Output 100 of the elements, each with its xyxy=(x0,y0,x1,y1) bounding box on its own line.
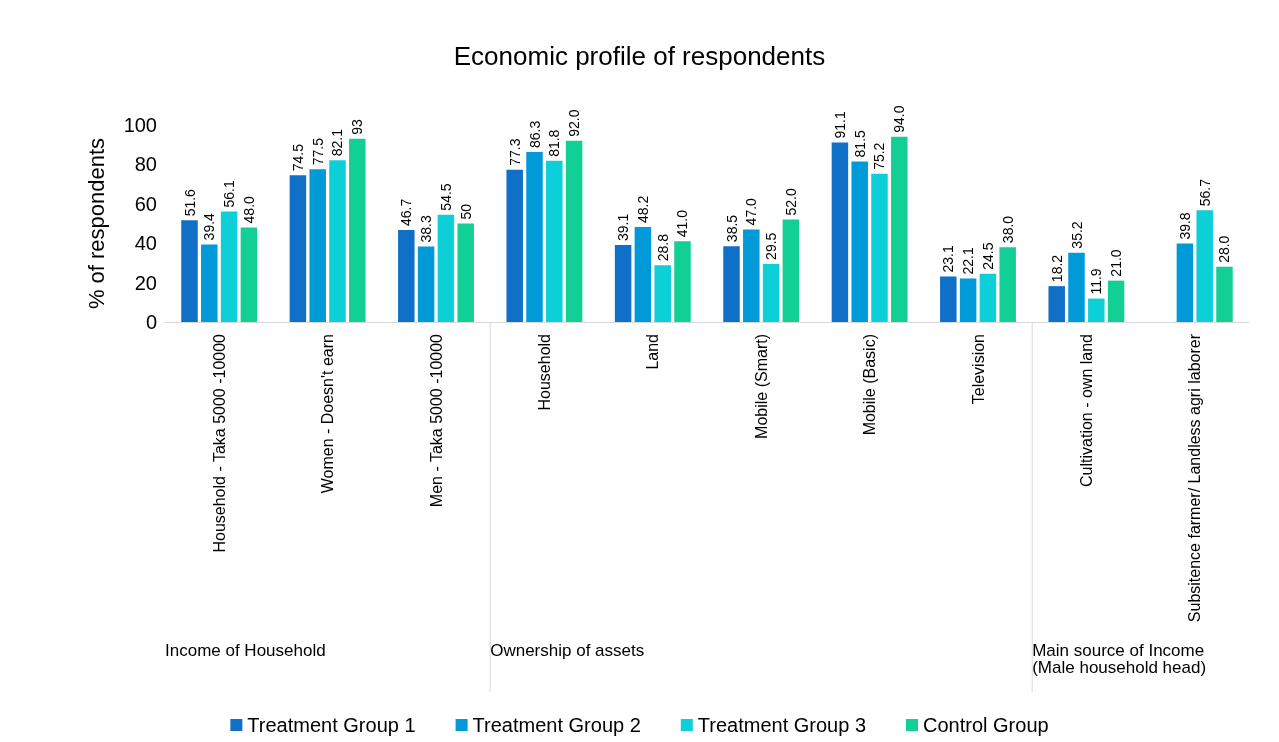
data-label: 29.5 xyxy=(763,232,780,260)
bar xyxy=(871,173,888,322)
bar xyxy=(1196,210,1213,322)
bar xyxy=(614,244,632,322)
bar xyxy=(851,161,868,322)
data-label: 28.8 xyxy=(654,233,671,262)
y-tick-label: 0 xyxy=(145,311,157,333)
bar xyxy=(309,169,326,322)
bar xyxy=(1176,243,1194,322)
x-tick-label: Cultivation - own land xyxy=(1077,334,1095,487)
text: Ownership of assets xyxy=(490,641,645,660)
y-tick-label: 20 xyxy=(134,271,157,294)
x-tick-label: Land xyxy=(644,334,662,370)
data-label: 81.8 xyxy=(546,129,563,157)
bar xyxy=(940,276,957,322)
data-label: 50 xyxy=(457,203,474,220)
data-label: 91.1 xyxy=(831,111,848,139)
x-tick-label: Men - Taka 5000 -10000 xyxy=(427,333,445,508)
bar xyxy=(1107,280,1125,322)
data-label: 39.8 xyxy=(1176,212,1193,240)
bar xyxy=(1068,252,1085,322)
data-label: 23.1 xyxy=(940,245,957,273)
data-label: 35.2 xyxy=(1068,221,1085,249)
bar xyxy=(1048,286,1065,322)
data-label: 51.6 xyxy=(181,188,198,217)
bar xyxy=(634,227,652,322)
data-label: 18.2 xyxy=(1048,254,1065,283)
bar xyxy=(1216,266,1233,322)
data-label: 86.3 xyxy=(526,120,543,148)
data-label: 11.9 xyxy=(1088,268,1105,295)
bar xyxy=(201,244,218,322)
data-label: 77.5 xyxy=(309,137,326,166)
data-label: 82.1 xyxy=(329,128,346,157)
data-label: 39.4 xyxy=(201,212,218,241)
bar xyxy=(831,142,849,322)
bar xyxy=(546,160,563,322)
data-label: 41.0 xyxy=(674,209,691,238)
data-label: 56.7 xyxy=(1196,178,1213,207)
x-tick-label: Mobile (Basic) xyxy=(861,334,879,436)
data-label: 94.0 xyxy=(891,105,908,133)
bar xyxy=(723,246,740,322)
bar xyxy=(417,246,435,322)
data-label: 74.5 xyxy=(289,143,306,172)
data-label: 48.2 xyxy=(634,195,651,224)
bar xyxy=(457,223,474,322)
bar xyxy=(979,273,997,322)
data-label: 46.7 xyxy=(398,198,415,226)
bar xyxy=(782,219,800,322)
legend-label: Treatment Group 2 xyxy=(472,714,641,736)
bar xyxy=(565,140,583,322)
data-label: 77.3 xyxy=(506,138,523,166)
text: Income of Household xyxy=(165,641,326,660)
bar xyxy=(762,263,780,322)
data-label: 47.0 xyxy=(743,197,760,226)
data-label: 92.0 xyxy=(566,109,583,137)
x-tick-label: Women - Doesn't earn xyxy=(319,334,337,494)
bar xyxy=(437,214,455,322)
y-axis-title: % of respondents xyxy=(83,137,109,310)
legend-label: Control Group xyxy=(923,714,1049,736)
bar xyxy=(654,265,671,322)
bar xyxy=(1088,298,1105,322)
x-tick-label: Mobile (Smart) xyxy=(752,334,770,439)
y-tick-label: 40 xyxy=(134,232,157,255)
data-label: 38.5 xyxy=(723,214,740,243)
data-label: 39.1 xyxy=(615,213,632,241)
data-label: 28.0 xyxy=(1216,235,1233,263)
y-tick-label: 60 xyxy=(134,192,157,215)
bar xyxy=(220,211,238,322)
data-label: 38.3 xyxy=(418,215,435,243)
bar xyxy=(398,230,415,322)
bar xyxy=(891,136,908,322)
data-label: 48.0 xyxy=(240,195,257,224)
x-tick-label: Household xyxy=(535,334,553,411)
bar xyxy=(526,151,543,322)
bar xyxy=(674,241,691,322)
data-label: 22.1 xyxy=(960,247,977,275)
bar xyxy=(999,247,1016,322)
bar xyxy=(181,220,198,322)
data-label: 38.0 xyxy=(999,215,1016,244)
data-label: 24.5 xyxy=(979,242,996,270)
x-tick-label: Television xyxy=(969,334,987,405)
data-label: 81.5 xyxy=(851,129,868,158)
text: Main source of Income (Male household head) xyxy=(1032,641,1209,677)
x-tick-label: Household - Taka 5000 -10000 xyxy=(210,333,228,553)
bar xyxy=(506,169,523,322)
data-label: 56.1 xyxy=(221,180,238,208)
bar xyxy=(743,229,760,322)
bar xyxy=(329,160,346,322)
chart-title: Economic profile of respondents xyxy=(453,41,826,71)
data-label: 75.2 xyxy=(871,142,888,170)
bar xyxy=(289,175,307,322)
data-label: 21.0 xyxy=(1108,249,1125,277)
y-tick-label: 80 xyxy=(134,153,157,176)
legend-label: Treatment Group 3 xyxy=(697,714,867,736)
bar xyxy=(349,138,366,322)
data-label: 54.5 xyxy=(437,183,454,211)
x-tick-label: Subsitence farmer/ Landless agri laborer xyxy=(1186,333,1204,623)
data-label: 52.0 xyxy=(782,188,799,216)
bar xyxy=(240,227,258,322)
bar xyxy=(959,278,977,322)
